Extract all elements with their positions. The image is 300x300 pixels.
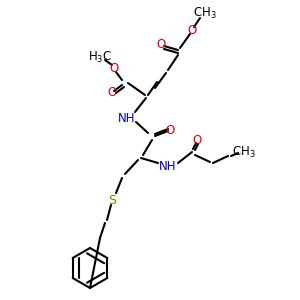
Text: CH$_3$: CH$_3$ [193,5,217,20]
Text: S: S [108,194,116,206]
Text: O: O [156,38,166,50]
Text: O: O [188,23,196,37]
Text: O: O [110,61,118,74]
Text: H$_3$C: H$_3$C [88,50,112,64]
Text: CH$_3$: CH$_3$ [232,144,256,160]
Text: O: O [165,124,175,136]
Text: NH: NH [118,112,136,124]
Text: O: O [192,134,202,146]
Text: O: O [107,85,117,98]
Text: NH: NH [159,160,177,173]
